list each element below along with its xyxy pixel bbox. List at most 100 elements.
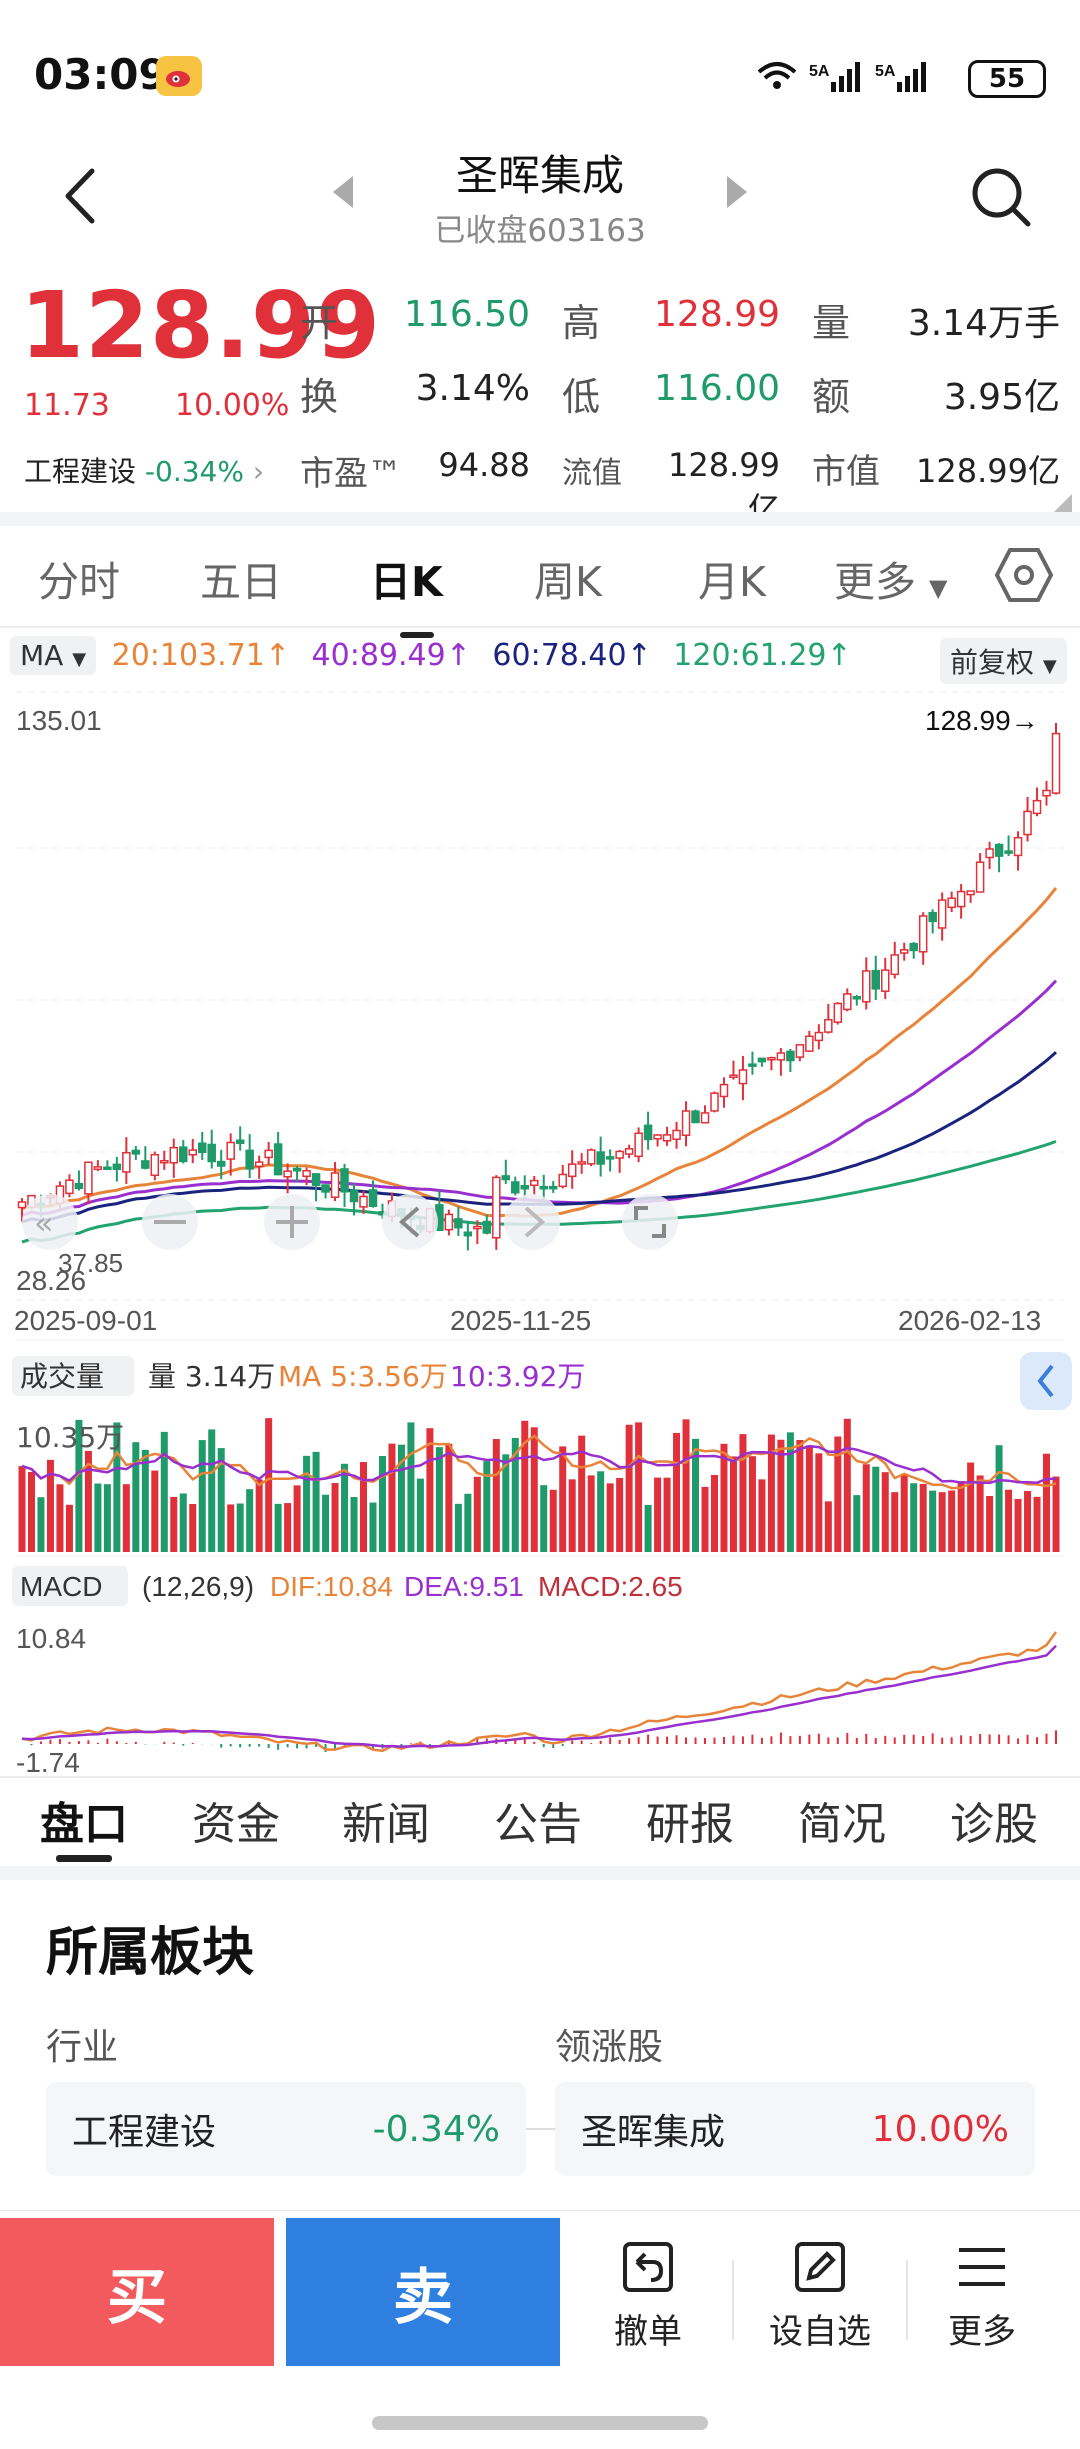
market-cap-label: 市值 (812, 452, 880, 492)
status-bar: 03:09 5A 5A 55 (0, 0, 1080, 150)
scroll-first-icon[interactable] (22, 1194, 78, 1250)
svg-text:5A: 5A (875, 63, 896, 80)
candle-body (368, 1189, 378, 1207)
candles (17, 723, 1061, 1251)
ma40-value: 40:89.49↑ (311, 638, 471, 673)
section-divider (0, 512, 1080, 526)
tab-monthly-k[interactable]: 月K (698, 558, 766, 606)
scroll-right-icon[interactable] (504, 1194, 560, 1250)
tab-intraday[interactable]: 分时 (38, 558, 120, 606)
add-watchlist-button[interactable]: 设自选 (750, 2240, 890, 2353)
volume-bar (597, 1471, 605, 1552)
plus-glyph-v (290, 1206, 294, 1238)
collapse-panel-icon[interactable] (1020, 1352, 1072, 1410)
volume-bar (350, 1497, 358, 1552)
candle-body (729, 1074, 738, 1079)
chart-nav-controls[interactable]: « (22, 1194, 678, 1250)
candle-body (843, 993, 852, 1011)
candle-body (141, 1160, 150, 1169)
more-button[interactable]: 更多 (912, 2240, 1052, 2353)
candle-body (890, 954, 899, 976)
search-icon[interactable] (968, 164, 1034, 230)
candle-body (103, 1166, 112, 1170)
candle-body (264, 1149, 273, 1159)
buy-button[interactable]: 买 (0, 2218, 274, 2366)
volume-bar (303, 1455, 311, 1552)
active-tab-indicator (56, 1855, 112, 1862)
volume-selector[interactable] (12, 1356, 134, 1396)
tab-profile[interactable]: 简况 (798, 1799, 886, 1850)
float-cap-label: 流值 (562, 456, 622, 491)
fullscreen-icon[interactable] (622, 1194, 678, 1250)
leader-card[interactable]: 圣晖集成 10.00% (555, 2082, 1035, 2176)
candle-body (918, 915, 928, 953)
macd-dif: DIF:10.84 (270, 1571, 393, 1602)
volume-bar (720, 1443, 728, 1552)
candle-body (710, 1092, 719, 1112)
next-stock-arrow-icon[interactable] (727, 176, 747, 208)
volume-bar (1024, 1491, 1032, 1552)
leader-pct: 10.00% (871, 2108, 1009, 2150)
volume-bar (748, 1456, 756, 1552)
tab-news[interactable]: 新闻 (342, 1799, 430, 1850)
tab-handicap[interactable]: 盘口 (40, 1799, 128, 1850)
leader-name: 圣晖集成 (581, 2112, 726, 2153)
candle-body (577, 1161, 586, 1165)
volume-bar (767, 1434, 775, 1552)
volume-bar (1043, 1453, 1051, 1552)
candle-body (302, 1170, 311, 1178)
volume-bar (284, 1503, 292, 1552)
float-cap-value: 128.99亿 (668, 446, 780, 528)
candle-body (567, 1163, 577, 1178)
scroll-left-icon[interactable] (382, 1194, 438, 1250)
sell-button[interactable]: 卖 (286, 2218, 560, 2366)
candle-body (757, 1057, 767, 1063)
cancel-order-button[interactable]: 撤单 (578, 2240, 718, 2353)
tab-weekly-k[interactable]: 周K (534, 558, 602, 606)
back-arrow-icon[interactable] (56, 165, 106, 227)
volume-bar (293, 1485, 301, 1552)
weibo-notification-icon (156, 56, 202, 96)
x-axis-date-left: 2025-09-01 (14, 1305, 157, 1336)
candle-body (634, 1132, 643, 1158)
volume-bar (862, 1464, 870, 1552)
double-left-glyph: « (34, 1204, 54, 1242)
ma20-line (21, 887, 1058, 1218)
volume-bar (644, 1504, 652, 1552)
candle-body (700, 1112, 710, 1124)
volume-bar (141, 1449, 149, 1552)
tab-five-day[interactable]: 五日 (200, 558, 282, 606)
candle-body (520, 1184, 530, 1190)
kline-chart[interactable]: 135.01 128.99→ 37.85 28.26 2025-09-01 20… (8, 632, 1072, 1777)
tab-announcements[interactable]: 公告 (494, 1799, 582, 1850)
tab-funds[interactable]: 资金 (192, 1799, 280, 1850)
tab-daily-k[interactable]: 日K (370, 558, 443, 606)
tab-research[interactable]: 研报 (646, 1799, 734, 1850)
expand-corner-icon[interactable] (1052, 492, 1074, 518)
volume-bar (967, 1462, 975, 1552)
candle-body (84, 1161, 93, 1195)
adjust-selector[interactable]: 前复权 ▼ (940, 638, 1067, 684)
candle-body (776, 1052, 786, 1061)
volume-bar (976, 1475, 984, 1552)
volume-bar (502, 1454, 510, 1552)
prev-stock-arrow-icon[interactable] (333, 176, 353, 208)
volume-bar (692, 1438, 700, 1552)
volume-value: 3.14万手 (907, 303, 1060, 344)
tab-diagnosis[interactable]: 诊股 (950, 1799, 1038, 1850)
candle-body (492, 1176, 501, 1239)
volume-bar (236, 1503, 244, 1552)
macd-selector[interactable] (12, 1566, 128, 1606)
candle-body (197, 1142, 207, 1154)
settings-hex-icon[interactable] (994, 546, 1054, 608)
cancel-order-label: 撤单 (614, 2312, 682, 2352)
volume-axis-top: 10.35万 (16, 1421, 124, 1454)
sector-link[interactable]: 工程建设 -0.34% › (24, 450, 264, 490)
collapse-chevron-glyph (1037, 1364, 1054, 1398)
ma-selector[interactable]: MA ▼ (10, 636, 97, 675)
industry-card[interactable]: 工程建设 -0.34% (46, 2082, 526, 2176)
tab-more[interactable]: 更多 ▼ (834, 548, 948, 608)
status-time: 03:09 (34, 50, 168, 99)
left-chevron-glyph (398, 1206, 420, 1238)
volume-bar (122, 1484, 130, 1552)
